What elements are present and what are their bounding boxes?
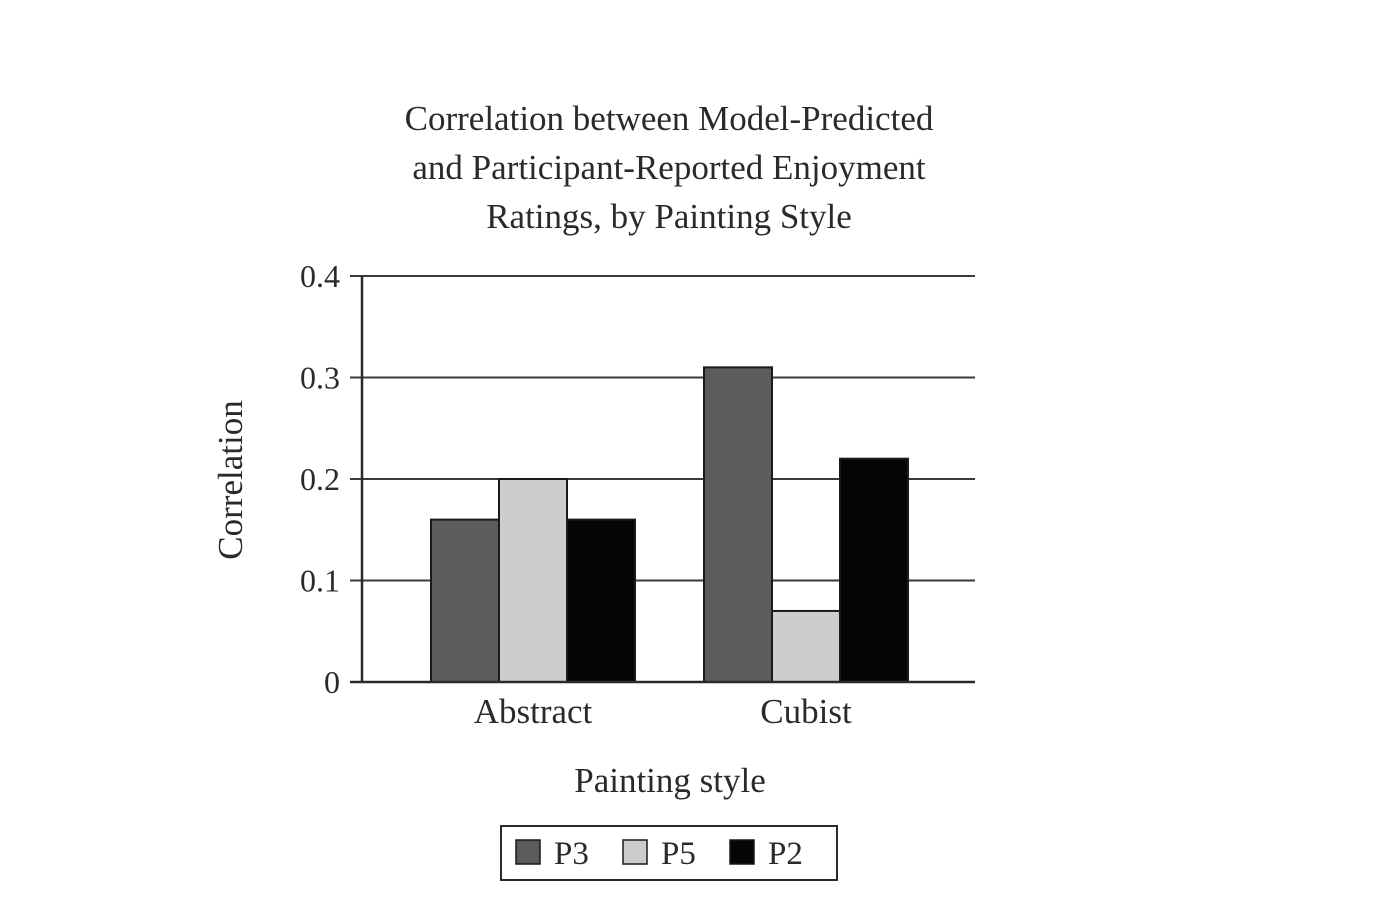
bar-cubist-p3 [703, 366, 773, 683]
bar-abstract-p5 [498, 478, 568, 683]
legend: P3 P5 P2 [500, 825, 838, 881]
chart-title-line-3: Ratings, by Painting Style [486, 197, 852, 236]
legend-swatch-p2 [729, 839, 755, 865]
axes [350, 276, 975, 684]
y-tick-label: 0 [324, 664, 340, 700]
legend-label-p5: P5 [661, 836, 696, 872]
legend-box [500, 825, 838, 881]
y-axis-label: Correlation [211, 400, 250, 559]
x-category-labels: Abstract Cubist [474, 692, 852, 731]
y-tick-labels: 0 0.1 0.2 0.3 0.4 [300, 258, 340, 700]
y-tick-label: 0.4 [300, 258, 340, 294]
bar-abstract-p2 [566, 518, 636, 683]
legend-swatch-p5 [622, 839, 648, 865]
y-tick-label: 0.1 [300, 563, 340, 599]
legend-label-p2: P2 [768, 836, 803, 872]
x-category-label: Abstract [474, 692, 593, 731]
legend-swatch-p3 [515, 839, 541, 865]
legend-label-p3: P3 [554, 836, 589, 872]
y-tick-label: 0.2 [300, 461, 340, 497]
chart-title-line-1: Correlation between Model-Predicted [405, 99, 934, 138]
chart-title-line-2: and Participant-Reported Enjoyment [412, 148, 925, 187]
bar-abstract-p3 [430, 518, 500, 683]
bars [430, 366, 909, 684]
chart-title: Correlation between Model-Predicted and P… [405, 99, 934, 236]
x-axis-label: Painting style [574, 761, 766, 800]
bar-cubist-p2 [839, 457, 909, 684]
bar-cubist-p5 [771, 609, 841, 684]
y-tick-label: 0.3 [300, 360, 340, 396]
x-category-label: Cubist [760, 692, 852, 731]
